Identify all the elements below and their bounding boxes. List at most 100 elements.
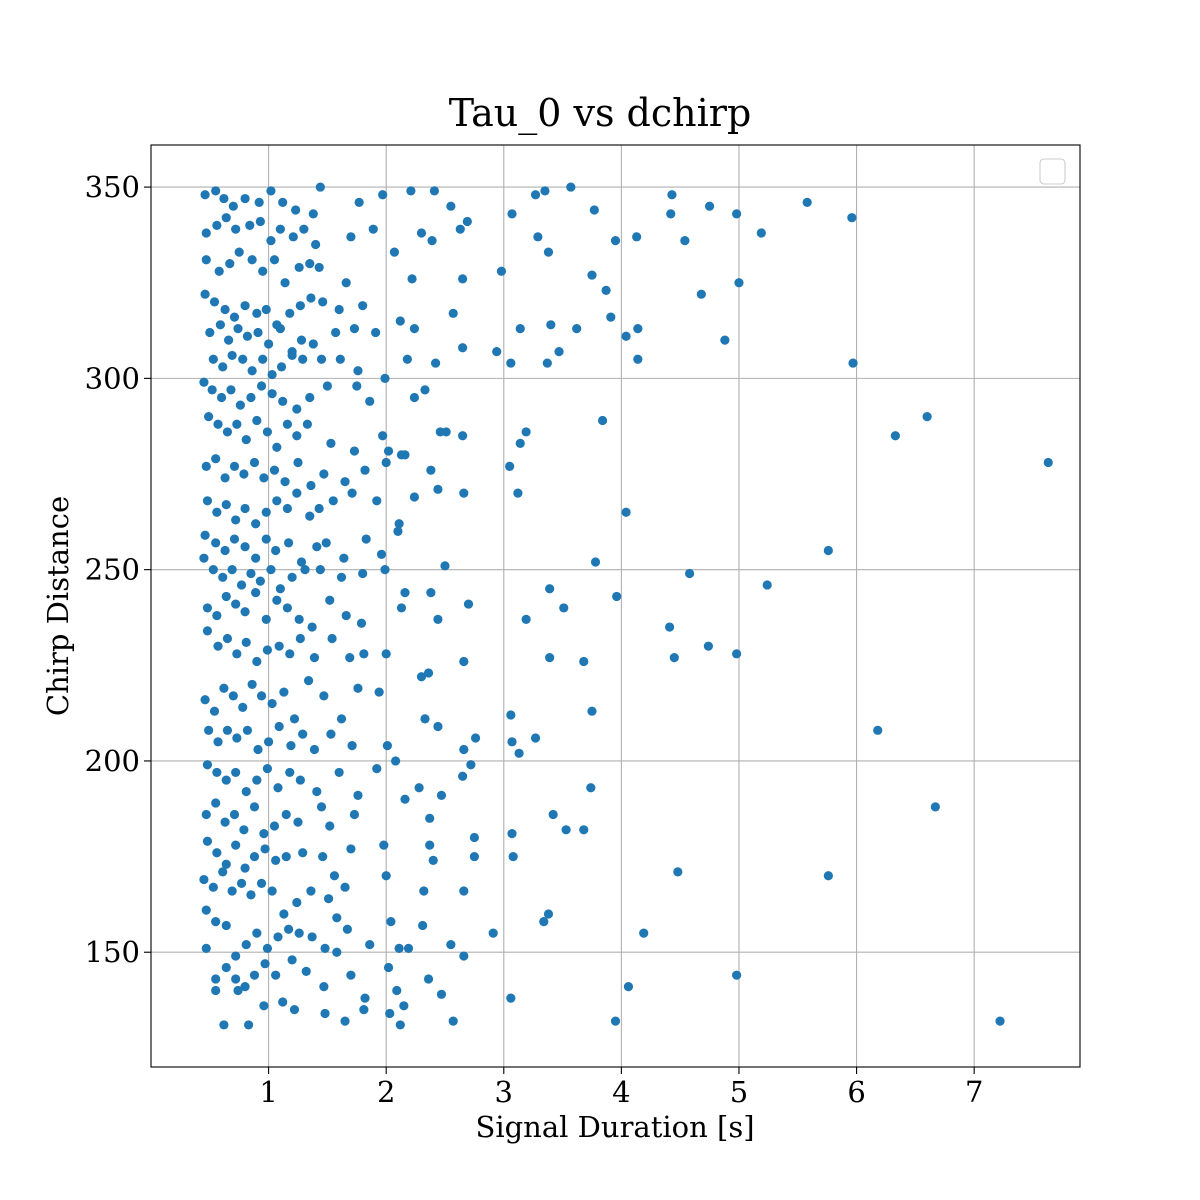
scatter-point: [506, 358, 516, 368]
scatter-point: [281, 809, 291, 820]
scatter-point: [256, 878, 267, 888]
scatter-point: [365, 396, 375, 406]
scatter-point: [720, 335, 730, 345]
scatter-point: [922, 412, 932, 422]
scatter-point: [433, 721, 443, 732]
scatter-point: [278, 396, 288, 406]
scatter-point: [289, 714, 300, 724]
scatter-point: [292, 404, 302, 414]
scatter-point: [216, 392, 227, 403]
scatter-point: [236, 580, 247, 590]
scatter-point: [425, 840, 435, 850]
scatter-point: [403, 943, 414, 954]
scatter-point: [342, 924, 352, 934]
scatter-point: [275, 584, 285, 594]
scatter-point: [252, 775, 262, 785]
scatter-point: [295, 633, 305, 644]
scatter-point: [546, 320, 556, 330]
scatter-point: [252, 415, 262, 426]
scatter-point: [282, 503, 293, 514]
scatter-point: [267, 886, 277, 896]
scatter-point: [285, 308, 295, 318]
scatter-point: [294, 614, 304, 624]
scatter-point: [995, 1016, 1005, 1026]
scatter-point: [545, 653, 555, 663]
scatter-point: [252, 656, 262, 667]
scatter-point: [416, 228, 427, 238]
x-tick-label: 3: [495, 1075, 513, 1109]
scatter-point: [316, 802, 327, 812]
scatter-point: [199, 553, 209, 563]
scatter-point: [331, 327, 341, 338]
scatter-point: [492, 346, 502, 357]
scatter-point: [345, 653, 355, 663]
scatter-point: [251, 519, 261, 529]
scatter-point: [368, 224, 378, 234]
scatter-point: [232, 649, 242, 659]
scatter-point: [220, 473, 230, 483]
scatter-point: [423, 668, 434, 678]
scatter-point: [488, 928, 498, 938]
scatter-point: [242, 331, 253, 341]
scatter-point: [282, 419, 293, 429]
scatter-point: [280, 278, 290, 288]
scatter-point: [211, 917, 221, 927]
scatter-point: [221, 775, 231, 785]
scatter-point: [458, 343, 468, 353]
scatter-point: [540, 186, 550, 196]
scatter-point: [285, 649, 295, 659]
plot-frame: [150, 144, 1081, 1068]
scatter-point: [606, 312, 616, 322]
scatter-point: [232, 419, 242, 429]
scatter-point: [696, 289, 706, 299]
scatter-point: [514, 748, 524, 758]
scatter-point: [396, 603, 407, 613]
legend-box: [1039, 158, 1066, 185]
scatter-point: [459, 656, 469, 667]
scatter-point: [242, 725, 253, 735]
scatter-point: [251, 588, 261, 598]
scatter-point: [205, 327, 215, 338]
scatter-point: [308, 339, 318, 349]
scatter-point: [423, 974, 434, 984]
scatter-point: [586, 783, 596, 793]
scatter-point: [385, 1008, 395, 1019]
scatter-point: [704, 201, 715, 211]
scatter-point: [285, 767, 295, 778]
scatter-point: [215, 320, 225, 330]
scatter-point: [240, 503, 250, 514]
scatter-point: [703, 641, 714, 651]
scatter-point: [231, 951, 241, 961]
scatter-point: [312, 542, 322, 552]
scatter-point: [252, 308, 262, 318]
scatter-point: [469, 851, 479, 862]
scatter-point: [426, 465, 436, 475]
scatter-point: [208, 565, 218, 575]
scatter-point: [414, 783, 424, 793]
scatter-point: [287, 955, 297, 965]
scatter-point: [346, 232, 356, 242]
scatter-point: [513, 488, 523, 498]
scatter-point: [263, 737, 274, 747]
scatter-point: [294, 262, 304, 273]
scatter-point: [274, 721, 284, 732]
scatter-point: [221, 213, 231, 223]
scatter-point: [400, 794, 410, 804]
scatter-point: [199, 874, 209, 885]
scatter-point: [352, 381, 362, 391]
scatter-point: [341, 610, 351, 621]
scatter-point: [360, 993, 370, 1003]
scatter-point: [823, 545, 833, 556]
scatter-point: [376, 549, 387, 559]
scatter-point: [621, 331, 631, 341]
scatter-point: [258, 354, 268, 364]
scatter-point: [269, 821, 280, 831]
scatter-point: [429, 186, 440, 196]
scatter-point: [240, 982, 250, 992]
scatter-point: [235, 400, 245, 410]
scatter-point: [372, 496, 382, 506]
scatter-point: [341, 278, 351, 288]
scatter-point: [271, 970, 281, 980]
scatter-point: [212, 610, 222, 621]
